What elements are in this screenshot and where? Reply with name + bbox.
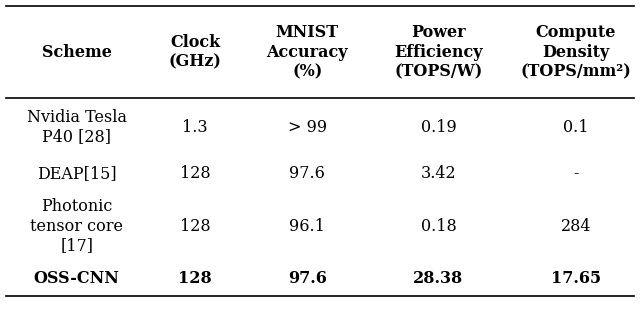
Text: 28.38: 28.38 (413, 270, 463, 287)
Text: DEAP[15]: DEAP[15] (37, 165, 116, 183)
Text: 97.6: 97.6 (288, 270, 326, 287)
Text: Clock
(GHz): Clock (GHz) (169, 34, 221, 71)
Text: Compute
Density
(TOPS/mm²): Compute Density (TOPS/mm²) (520, 24, 632, 80)
Text: -: - (573, 165, 579, 183)
Text: OSS-CNN: OSS-CNN (34, 270, 120, 287)
Text: MNIST
Accuracy
(%): MNIST Accuracy (%) (266, 24, 348, 80)
Text: 97.6: 97.6 (289, 165, 325, 183)
Text: 128: 128 (180, 165, 211, 183)
Text: 3.42: 3.42 (420, 165, 456, 183)
Text: 0.18: 0.18 (420, 218, 456, 235)
Text: Power
Efficiency
(TOPS/W): Power Efficiency (TOPS/W) (394, 24, 483, 80)
Text: 128: 128 (180, 218, 211, 235)
Text: > 99: > 99 (287, 119, 327, 136)
Text: 0.1: 0.1 (563, 119, 589, 136)
Text: 96.1: 96.1 (289, 218, 325, 235)
Text: Scheme: Scheme (42, 44, 112, 61)
Text: 284: 284 (561, 218, 591, 235)
Text: 17.65: 17.65 (551, 270, 601, 287)
Text: Nvidia Tesla
P40 [28]: Nvidia Tesla P40 [28] (27, 109, 127, 145)
Text: 1.3: 1.3 (182, 119, 208, 136)
Text: Photonic
tensor core
[17]: Photonic tensor core [17] (30, 198, 124, 254)
Text: 0.19: 0.19 (420, 119, 456, 136)
Text: 128: 128 (179, 270, 212, 287)
